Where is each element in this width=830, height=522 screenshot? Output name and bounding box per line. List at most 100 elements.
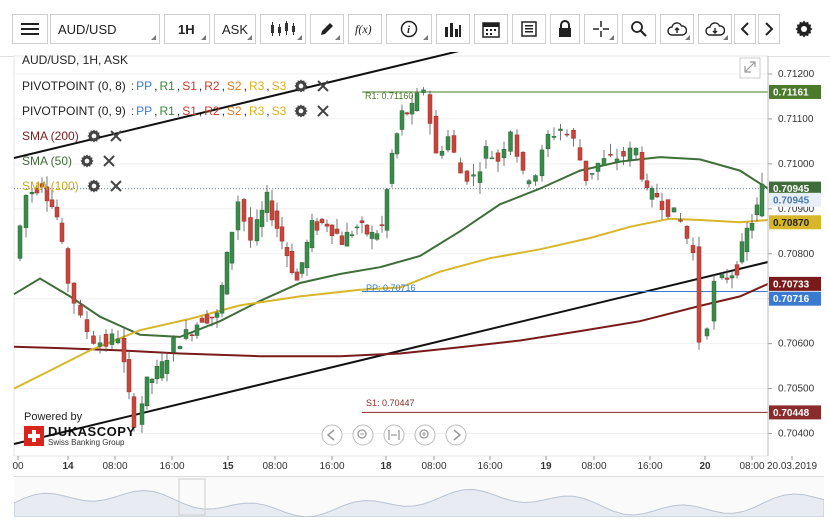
reset-zoom-button[interactable]	[383, 424, 405, 446]
sma50-name: SMA (50)	[22, 154, 73, 168]
pivot-pp: PP	[136, 104, 153, 118]
chart-navigator[interactable]	[13, 476, 825, 518]
candle-down-body	[334, 228, 340, 234]
candle-down-body	[274, 210, 280, 229]
candle-down-body	[514, 134, 520, 157]
nav-forward-button[interactable]	[445, 424, 467, 446]
candle-down-body	[49, 199, 55, 207]
news-button[interactable]	[512, 14, 546, 44]
info-button[interactable]: i	[386, 14, 432, 44]
candle	[189, 331, 195, 342]
zoom-in-button[interactable]	[414, 424, 436, 446]
time-tick-label: 18	[380, 461, 392, 472]
zoom-button[interactable]	[622, 14, 656, 44]
pivot2-legend: PIVOTPOINT (0, 9) : PP, R1, S1, R2, S2, …	[22, 104, 330, 118]
candle	[164, 352, 170, 382]
candle-down-body	[724, 277, 730, 280]
candle	[729, 272, 735, 289]
gear-icon[interactable]	[294, 79, 308, 93]
download-button[interactable]	[698, 14, 732, 44]
candle	[564, 129, 570, 138]
candle	[17, 224, 23, 262]
current-price-badge-bg	[769, 192, 821, 207]
dropdown-corner-icon	[201, 35, 206, 40]
current-price-badge-text: 0.70945	[773, 195, 810, 206]
zoom-in-icon	[419, 429, 429, 439]
candle-down-body	[121, 338, 127, 363]
pp-badge: 0.70716	[769, 291, 821, 306]
candle-up-body	[23, 194, 29, 228]
candle	[78, 299, 83, 318]
volume-button[interactable]	[436, 14, 470, 44]
pivot2-name: PIVOTPOINT (0, 9)	[22, 104, 126, 118]
candle-up-body	[719, 274, 725, 279]
candle-down-body	[329, 224, 335, 236]
price-chart[interactable]: 0.71200 0.71100 0.71000 0.70900 0.70800 0.707…	[0, 52, 830, 522]
close-icon[interactable]	[102, 154, 116, 168]
scroll-left-button[interactable]	[734, 14, 756, 44]
close-icon[interactable]	[109, 129, 123, 143]
candle-up-body	[489, 157, 495, 160]
menu-button[interactable]	[12, 14, 48, 44]
candle-down-body	[209, 316, 215, 319]
upload-button[interactable]	[660, 14, 694, 44]
gear-icon[interactable]	[294, 104, 308, 118]
scroll-right-button[interactable]	[758, 14, 780, 44]
side-select[interactable]: ASK	[214, 14, 256, 44]
candle	[183, 319, 189, 341]
navigator-window[interactable]	[178, 478, 206, 516]
candle	[324, 219, 330, 232]
candle	[739, 233, 745, 265]
candle-up-body	[421, 89, 426, 93]
chart-title-text: AUD/USD, 1H, ASK	[22, 53, 129, 67]
time-tick-label: 20.03.2019	[767, 461, 817, 472]
timeframe-select[interactable]: 1H	[164, 14, 210, 44]
candle	[545, 130, 551, 158]
draw-tool-button[interactable]	[310, 14, 344, 44]
candle-down-body	[684, 225, 690, 239]
candle-down-body	[131, 396, 137, 428]
lock-button[interactable]	[550, 14, 580, 44]
gear-icon[interactable]	[80, 154, 94, 168]
cloud-download-icon	[705, 22, 725, 36]
candle-down-body	[577, 147, 583, 161]
candle	[97, 335, 103, 354]
candle-down-body	[59, 222, 65, 242]
calendar-button[interactable]	[474, 14, 508, 44]
time-tick-label: 14	[62, 461, 74, 472]
close-icon[interactable]	[316, 79, 330, 93]
pp-badge-text: 0.70716	[773, 294, 810, 305]
zoom-out-button[interactable]	[352, 424, 374, 446]
close-icon[interactable]	[109, 179, 123, 193]
time-axis: 00 14 08:00 16:00 15 08:00 16:00 18 08:00 16:00 19…	[12, 456, 817, 472]
sma100-badge-text: 0.70870	[773, 218, 810, 229]
gear-icon[interactable]	[87, 129, 101, 143]
settings-button[interactable]	[788, 14, 820, 44]
chart-type-button[interactable]	[260, 14, 306, 44]
candle-down-body	[314, 221, 320, 231]
candle	[304, 239, 310, 277]
candle-down-body	[495, 152, 501, 162]
candle-down-body	[359, 220, 365, 223]
crosshair-button[interactable]	[584, 14, 618, 44]
dropdown-corner-icon	[335, 35, 340, 40]
candle	[59, 217, 65, 245]
candle-down-body	[644, 180, 650, 189]
candle	[539, 144, 545, 182]
nav-back-button[interactable]	[321, 424, 343, 446]
fullscreen-button[interactable]	[739, 57, 761, 79]
s1-badge-bg	[769, 405, 821, 420]
candle	[84, 311, 90, 340]
candle-down-body	[91, 335, 96, 344]
sma50-badge: 0.70945	[769, 181, 821, 196]
candle-up-body	[445, 136, 451, 151]
instrument-select[interactable]: AUD/USD	[50, 14, 160, 44]
candle-up-body	[115, 338, 121, 344]
candle-up-body	[354, 226, 360, 229]
indicators-button[interactable]: f(x)	[348, 14, 382, 44]
candle-up-body	[501, 149, 507, 159]
candle	[608, 143, 613, 158]
close-icon[interactable]	[316, 104, 330, 118]
candle-up-body	[229, 231, 235, 264]
gear-icon[interactable]	[87, 179, 101, 193]
